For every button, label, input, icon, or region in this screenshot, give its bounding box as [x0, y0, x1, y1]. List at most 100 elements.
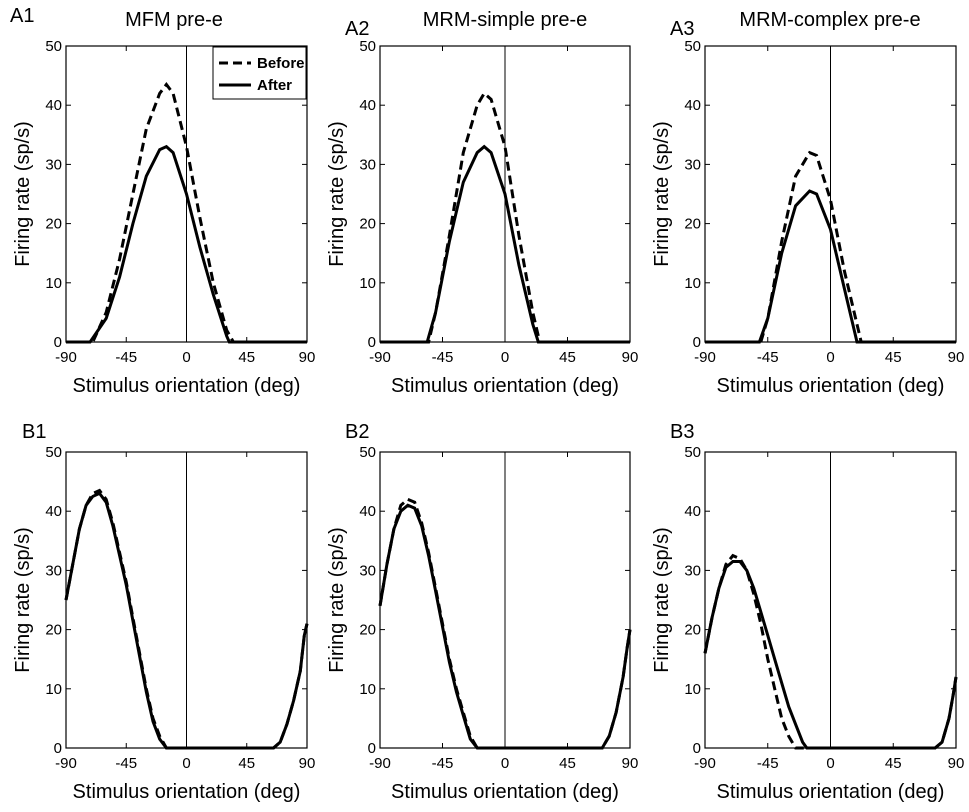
- x-tick-label: -90: [369, 755, 391, 772]
- y-tick-label: 40: [359, 97, 376, 114]
- y-tick-label: 10: [359, 275, 376, 292]
- legend-label-after: After: [257, 77, 292, 94]
- panel-label: B2: [345, 421, 369, 443]
- x-tick-label: 90: [948, 349, 965, 366]
- y-tick-label: 40: [45, 97, 62, 114]
- y-axis-label: Firing rate (sp/s): [326, 527, 348, 673]
- panel-label: B1: [22, 421, 46, 443]
- x-tick-label: -90: [694, 349, 716, 366]
- series-after-line: [378, 503, 632, 750]
- y-tick-label: 20: [359, 622, 376, 639]
- y-tick-label: 30: [359, 156, 376, 173]
- y-tick-label: 10: [45, 275, 62, 292]
- x-tick-label: 0: [182, 349, 190, 366]
- panel-a2: -90 -45 0 45 90 0 10 20 30 40 50 Stimulus orientati…: [326, 9, 638, 397]
- y-tick-label: 50: [45, 38, 62, 55]
- y-tick-label: 30: [684, 156, 701, 173]
- x-tick-label: 0: [501, 349, 509, 366]
- x-axis-label: Stimulus orientation (deg): [391, 781, 619, 803]
- x-tick-label: -45: [757, 349, 779, 366]
- x-tick-label: 0: [501, 755, 509, 772]
- x-axis-label: Stimulus orientation (deg): [391, 375, 619, 397]
- x-tick-label: 90: [299, 349, 316, 366]
- series-after-line: [66, 144, 307, 344]
- y-tick-label: 0: [368, 740, 376, 757]
- x-tick-label: -45: [115, 755, 137, 772]
- x-tick-label: 45: [885, 755, 902, 772]
- panel-label: B3: [670, 421, 694, 443]
- y-tick-label: 0: [54, 334, 62, 351]
- x-tick-label: -45: [115, 349, 137, 366]
- y-tick-label: 30: [45, 562, 62, 579]
- panel-label: A1: [10, 5, 34, 27]
- x-tick-label: 45: [885, 349, 902, 366]
- y-tick-label: 50: [684, 38, 701, 55]
- panel-a3: -90 -45 0 45 90 0 10 20 30 40 50 Stimulus orientati…: [651, 9, 964, 397]
- y-tick-label: 0: [54, 740, 62, 757]
- y-tick-label: 30: [45, 156, 62, 173]
- panel-b2: -90 -45 0 45 90 0 10 20 30 40 50 Stimulus orientati…: [326, 421, 638, 803]
- x-tick-label: 90: [622, 755, 639, 772]
- x-tick-label: 0: [826, 349, 834, 366]
- x-tick-label: 90: [622, 349, 639, 366]
- y-tick-label: 30: [684, 562, 701, 579]
- panel-a1: -90 -45 0 45 90 0 10 20 30 40 50 Stimulus orientati…: [10, 5, 315, 397]
- x-tick-label: 45: [238, 349, 255, 366]
- x-tick-label: 0: [182, 755, 190, 772]
- y-tick-label: 10: [359, 681, 376, 698]
- y-axis-label: Firing rate (sp/s): [651, 121, 673, 267]
- y-tick-label: 20: [684, 216, 701, 233]
- x-tick-label: 45: [559, 755, 576, 772]
- panel-title: MRM-complex pre-e: [739, 9, 920, 31]
- x-axis-label: Stimulus orientation (deg): [717, 375, 945, 397]
- panel-title: MFM pre-e: [125, 9, 223, 31]
- x-tick-label: 0: [826, 755, 834, 772]
- series-after-line: [705, 189, 956, 344]
- x-tick-label: -45: [432, 349, 454, 366]
- x-tick-label: 45: [238, 755, 255, 772]
- y-tick-label: 20: [45, 216, 62, 233]
- x-tick-label: -90: [369, 349, 391, 366]
- y-tick-label: 50: [45, 444, 62, 461]
- x-tick-label: 90: [948, 755, 965, 772]
- x-tick-label: 45: [559, 349, 576, 366]
- x-tick-label: 90: [299, 755, 316, 772]
- x-axis-label: Stimulus orientation (deg): [73, 781, 301, 803]
- y-tick-label: 10: [684, 681, 701, 698]
- y-axis-label: Firing rate (sp/s): [12, 527, 34, 673]
- y-axis-label: Firing rate (sp/s): [326, 121, 348, 267]
- panel-b3: -90 -45 0 45 90 0 10 20 30 40 50 Stimulus orientati…: [651, 421, 964, 803]
- x-tick-label: -45: [432, 755, 454, 772]
- x-axis-label: Stimulus orientation (deg): [73, 375, 301, 397]
- x-tick-label: -90: [55, 755, 77, 772]
- y-tick-label: 50: [684, 444, 701, 461]
- legend-label-before: Before: [257, 55, 305, 72]
- y-tick-label: 20: [684, 622, 701, 639]
- y-tick-label: 20: [359, 216, 376, 233]
- y-tick-label: 30: [359, 562, 376, 579]
- x-tick-label: -90: [55, 349, 77, 366]
- x-tick-label: -45: [757, 755, 779, 772]
- y-tick-label: 40: [684, 503, 701, 520]
- y-tick-label: 10: [684, 275, 701, 292]
- y-tick-label: 20: [45, 622, 62, 639]
- y-tick-label: 40: [45, 503, 62, 520]
- series-after-line: [703, 560, 958, 750]
- series-after-line: [380, 144, 630, 344]
- y-tick-label: 10: [45, 681, 62, 698]
- y-axis-label: Firing rate (sp/s): [12, 121, 34, 267]
- y-tick-label: 0: [693, 334, 701, 351]
- y-tick-label: 50: [359, 444, 376, 461]
- x-axis-label: Stimulus orientation (deg): [717, 781, 945, 803]
- y-tick-label: 50: [359, 38, 376, 55]
- panel-b1: -90 -45 0 45 90 0 10 20 30 40 50 Stimulus orientati…: [12, 421, 315, 803]
- legend-box: [212, 46, 307, 100]
- panel-title: MRM-simple pre-e: [423, 9, 587, 31]
- y-tick-label: 40: [359, 503, 376, 520]
- y-tick-label: 0: [693, 740, 701, 757]
- series-before-line: [66, 82, 307, 344]
- y-tick-label: 40: [684, 97, 701, 114]
- panel-label: A3: [670, 18, 694, 40]
- panel-label: A2: [345, 18, 369, 40]
- y-tick-label: 0: [368, 334, 376, 351]
